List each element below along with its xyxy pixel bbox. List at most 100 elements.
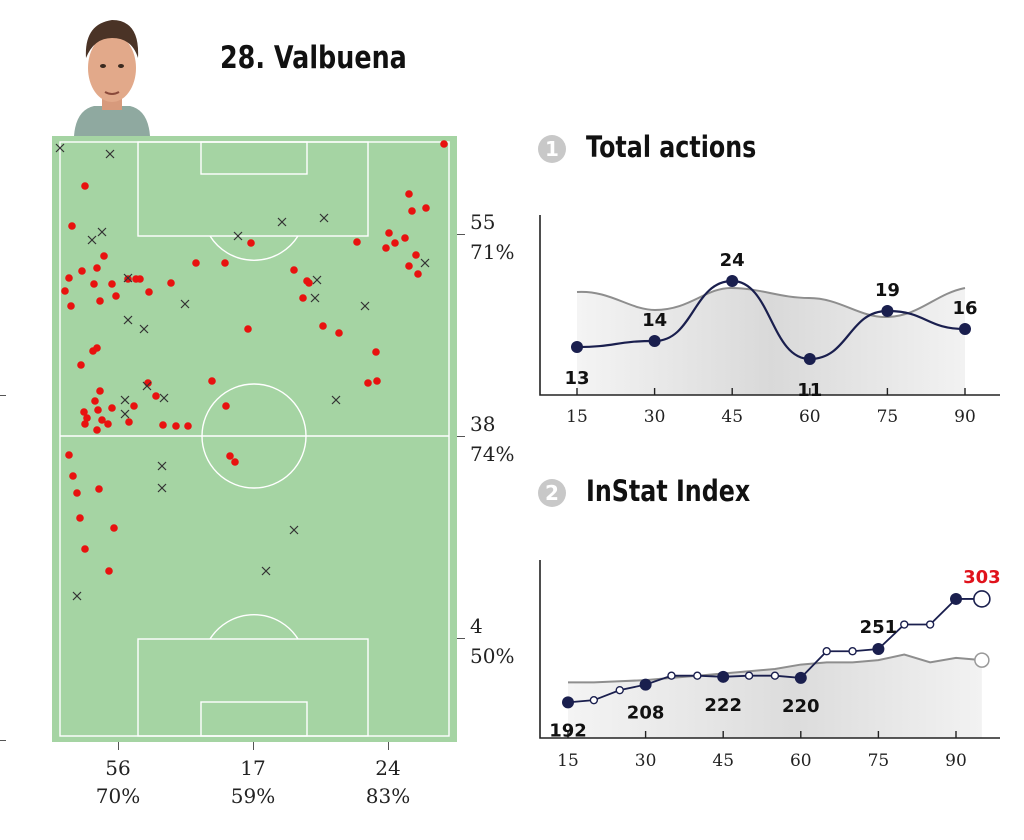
pass-dot (136, 275, 144, 283)
pass-dot (145, 288, 153, 296)
player-name: 28. Valbuena (220, 40, 407, 76)
data-label: 19 (875, 280, 900, 301)
x-mark-icon (312, 275, 322, 285)
pass-dot (335, 329, 343, 337)
zone-divider (118, 742, 119, 750)
pass-dot (319, 322, 327, 330)
pass-dot (130, 402, 138, 410)
data-point (950, 592, 962, 605)
right-zone-count: 4 (470, 614, 483, 638)
x-mark-icon (331, 395, 341, 405)
pass-dot (244, 325, 252, 333)
pass-dot (108, 280, 116, 288)
data-label: 303 (963, 567, 1001, 588)
data-point (872, 643, 885, 655)
data-point (925, 620, 935, 629)
x-mark-icon (157, 461, 167, 471)
bottom-zone-pct: 83% (365, 784, 411, 808)
data-label: 192 (549, 720, 587, 741)
pass-dot (408, 207, 416, 215)
pass-dot (96, 297, 104, 305)
data-point (770, 671, 780, 680)
data-label: 222 (704, 695, 742, 716)
zone-divider (253, 742, 254, 750)
x-mark-icon (310, 293, 320, 303)
pass-dot (422, 204, 430, 212)
data-label: 16 (952, 298, 977, 319)
right-zone-pct: 74% (470, 442, 515, 466)
pass-dot (391, 239, 399, 247)
data-point (959, 323, 971, 335)
pass-dot (231, 458, 239, 466)
x-mark-icon (319, 213, 329, 223)
x-mark-icon (105, 149, 115, 159)
pass-dot (208, 377, 216, 385)
data-point (973, 590, 991, 608)
x-tick-label: 45 (712, 751, 734, 771)
chart-axis (539, 215, 1000, 396)
right-zone-count: 55 (470, 210, 496, 234)
x-tick-label: 30 (644, 407, 666, 427)
pass-dot (125, 418, 133, 426)
data-point (615, 685, 624, 695)
section-badge: 2 (538, 479, 566, 507)
pass-dot (91, 397, 99, 405)
x-mark-icon (261, 566, 271, 576)
pass-dot (105, 567, 113, 575)
comparison-fill (568, 654, 982, 738)
pass-dot (95, 485, 103, 493)
data-point (900, 620, 909, 629)
pass-dot (159, 421, 167, 429)
pass-dot (226, 452, 234, 460)
comparison-area (568, 652, 990, 738)
pass-dot (112, 292, 120, 300)
pass-dot (372, 348, 380, 356)
pass-dot (110, 524, 118, 532)
pass-dot (93, 264, 101, 272)
x-mark-icon (120, 395, 130, 405)
data-point (562, 696, 574, 709)
pass-dots (61, 140, 448, 575)
data-point (848, 647, 857, 656)
side-tick (0, 395, 6, 396)
data-label: 208 (627, 703, 665, 724)
pass-dot (67, 302, 75, 310)
x-mark-icon (139, 324, 149, 334)
pass-dot (385, 229, 393, 237)
comparison-line (576, 286, 966, 319)
pass-dot (104, 420, 112, 428)
pass-dot (401, 234, 409, 242)
pass-dot (81, 420, 89, 428)
pass-dot (364, 379, 372, 387)
side-tick (0, 740, 6, 741)
pass-dot (100, 252, 108, 260)
data-point (803, 353, 816, 365)
zone-divider (457, 436, 465, 437)
pass-dot (93, 426, 101, 434)
pass-dot (299, 294, 307, 302)
pass-dot (76, 514, 84, 522)
pitch-lines (59, 141, 450, 737)
chart-axis (539, 560, 1000, 739)
x-tick-label: 30 (635, 751, 657, 771)
pass-dot (98, 416, 106, 424)
pass-dot (221, 259, 229, 267)
x-tick-label: 75 (877, 407, 899, 427)
data-point (571, 341, 583, 353)
pass-dot (90, 280, 98, 288)
pass-dot (94, 406, 102, 414)
pass-dot (96, 387, 104, 395)
pass-dot (78, 267, 86, 275)
pass-dot (172, 422, 180, 430)
pass-dot (414, 270, 422, 278)
pass-dot (405, 262, 413, 270)
x-mark-icon (159, 393, 169, 403)
pass-dot (184, 422, 192, 430)
zone-divider (388, 742, 389, 750)
x-mark-icon (123, 273, 133, 283)
x-tick-label: 90 (954, 407, 976, 427)
pass-dot (192, 259, 200, 267)
x-mark-icon (180, 299, 190, 309)
pass-dot (373, 377, 381, 385)
x-tick-label: 45 (721, 407, 743, 427)
